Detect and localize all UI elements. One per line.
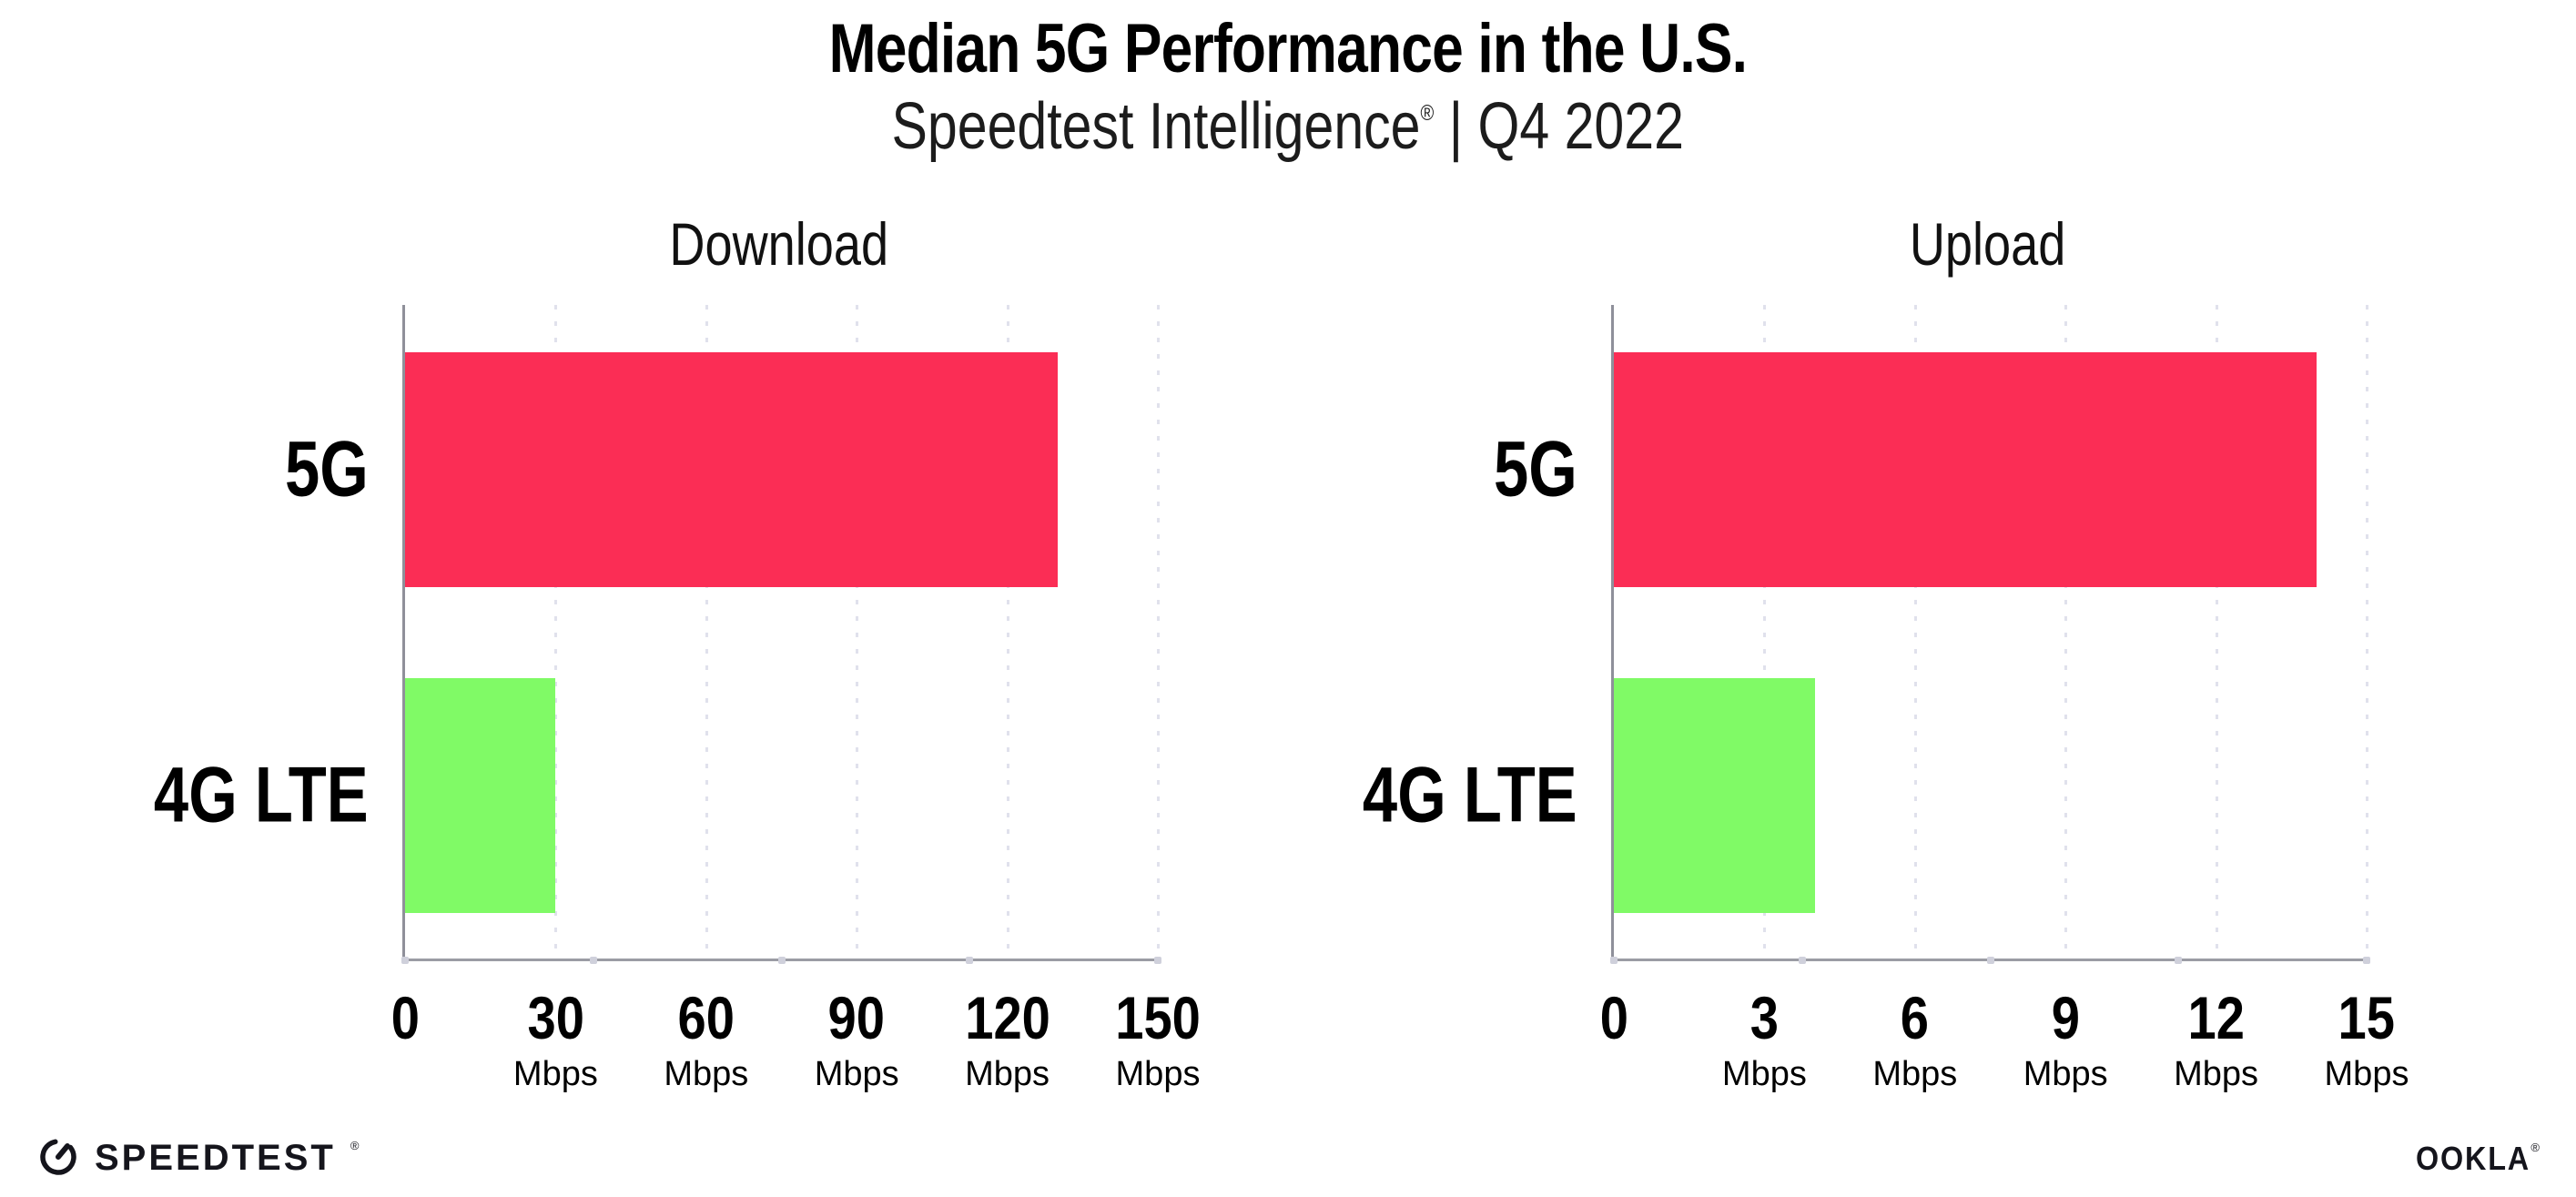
download-chart: Download 0 30 Mbps 60 Mbps 90 Mbps 120 Mbps 150 Mb… [154,0,1201,1092]
x-tick-60: 60 Mbps [606,988,806,1091]
x-tick-unit: Mbps [664,1055,749,1093]
gridline-30 [554,305,558,959]
gridline-120 [1006,305,1009,959]
gridline-9 [2064,305,2068,959]
x-tick-value: 3 [1749,984,1779,1051]
upload-chart-title-text: Upload [1909,210,2066,278]
x-tick-unit: Mbps [965,1055,1050,1093]
x-tick-value: 0 [390,984,420,1051]
axis-tick-dot [1798,957,1806,964]
download-plot-area: 0 30 Mbps 60 Mbps 90 Mbps 120 Mbps 150 Mbps 5G 4G LT… [154,305,1201,1091]
axis-tick-dot [1154,957,1161,964]
gridline-6 [1913,305,1917,959]
x-tick-unit: Mbps [1115,1055,1201,1093]
registered-trademark-symbol: ® [1420,100,1435,126]
speedtest-logo: SPEEDTEST ® [36,1134,359,1182]
x-tick-3: 3 Mbps [1664,988,1864,1091]
x-tick-value: 120 [964,984,1050,1051]
x-tick-value: 60 [677,984,735,1051]
page-subtitle: Speedtest Intelligence® | Q4 2022 [0,89,2576,164]
speedtest-gauge-icon [36,1134,80,1182]
axis-tick-dot [2363,957,2370,964]
5g-bar [405,352,1058,587]
5g-bar [1614,352,2317,587]
gridline-15 [2366,305,2368,959]
x-tick-unit: Mbps [2174,1055,2259,1093]
x-tick-unit: Mbps [2324,1055,2409,1093]
axis-tick-dot [1610,957,1618,964]
download-chart-title-text: Download [669,210,888,278]
x-tick-unit: Mbps [814,1055,899,1093]
subtitle-brand: Speedtest Intelligence [891,90,1421,163]
x-tick-unit: Mbps [1721,1055,1807,1093]
axis-tick-dot [401,957,409,964]
axis-tick-dot [2175,957,2183,964]
axis-tick-dot [589,957,597,964]
x-tick-value: 150 [1115,984,1201,1051]
gridline-3 [1763,305,1767,959]
gridline-150 [1157,305,1160,959]
x-tick-value: 15 [2338,984,2396,1051]
x-tick-6: 6 Mbps [1815,988,2015,1091]
speedtest-wordmark: SPEEDTEST [95,1138,336,1178]
upload-plot-area: 0 3 Mbps 6 Mbps 9 Mbps 12 Mbps 15 Mbps 5G 4G LTE [1363,305,2409,1091]
subtitle-period: Q4 2022 [1477,90,1685,163]
axis-tick-dot [777,957,786,964]
gridline-90 [856,305,859,959]
x-tick-unit: Mbps [1872,1055,1958,1093]
x-tick-30: 30 Mbps [455,988,655,1091]
upload-chart: Upload 0 3 Mbps 6 Mbps 9 Mbps 12 Mbps 15 Mbps 5G 4G … [1363,0,2409,1092]
4g-lte-bar [405,678,556,913]
axis-tick-dot [1986,957,1994,964]
download-chart-title: Download [402,209,1155,279]
page-subtitle-text: Speedtest Intelligence® | Q4 2022 [892,89,1684,164]
gridline-60 [705,305,708,959]
x-tick-120: 120 Mbps [908,988,1108,1091]
4g-lte-bar [1614,678,1815,913]
x-tick-value: 9 [2051,984,2080,1051]
subtitle-separator: | [1448,90,1464,163]
x-tick-9: 9 Mbps [1965,988,2165,1091]
page-title: Median 5G Performance in the U.S. [0,9,2576,88]
ookla-logo: OOKLA® [2403,1140,2540,1178]
4g-lte-category-label: 4G LTE [1363,751,1577,839]
x-tick-12: 12 Mbps [2116,988,2317,1091]
5g-category-label: 5G [285,425,369,513]
x-tick-value: 30 [527,984,584,1051]
ookla-registered-icon: ® [2530,1140,2540,1154]
gridline-12 [2215,305,2218,959]
x-tick-0: 0 [305,988,505,1048]
x-tick-90: 90 Mbps [756,988,957,1091]
x-tick-15: 15 Mbps [2267,988,2467,1091]
x-tick-unit: Mbps [2023,1055,2108,1093]
x-tick-unit: Mbps [512,1055,598,1093]
5g-category-label: 5G [1494,425,1577,513]
speedtest-registered-icon: ® [350,1139,360,1152]
upload-chart-title: Upload [1611,209,2364,279]
x-tick-150: 150 Mbps [1058,988,1258,1091]
page-title-text: Median 5G Performance in the U.S. [828,10,1748,87]
axis-tick-dot [966,957,974,964]
x-tick-value: 12 [2187,984,2245,1051]
ookla-wordmark: OOKLA [2416,1140,2531,1177]
x-tick-value: 90 [827,984,886,1051]
x-tick-0: 0 [1514,988,1714,1048]
4g-lte-category-label: 4G LTE [154,751,369,839]
x-tick-value: 6 [1901,984,1930,1051]
x-tick-value: 0 [1599,984,1628,1051]
